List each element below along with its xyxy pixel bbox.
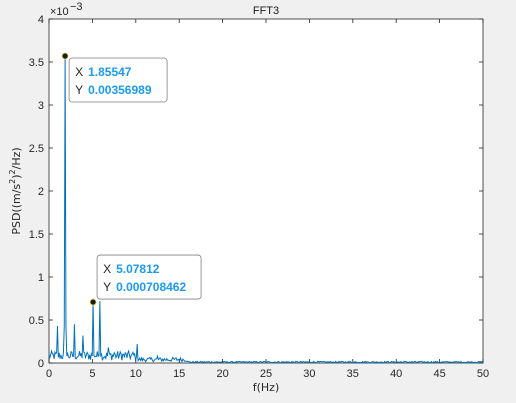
y-tick-label: 0.5 [29,315,44,327]
x-tick-label: 10 [130,368,142,380]
datatip-2[interactable]: X 5.07812 Y 0.000708462 [89,254,202,306]
datatip-x-key: X [103,262,111,276]
svg-text:×10: ×10 [50,6,69,18]
y-tick-label: 2.5 [29,143,44,155]
y-tick-label: 3.5 [29,57,44,69]
datatip-box [96,254,202,300]
y-axis-label: PSD((m/s2)2/Hz) [8,147,23,234]
x-tick-label: 50 [477,368,489,380]
datatip-marker[interactable] [61,52,69,60]
datatip-y-value: 0.00356989 [88,83,152,97]
y-tick-label: 3 [38,100,44,112]
svg-text:−3: −3 [70,1,83,13]
y-tick-label: 2 [38,186,44,198]
x-tick-label: 15 [173,368,185,380]
y-exponent-label: ×10 −3 [50,1,83,18]
x-tick-label: 45 [433,368,445,380]
y-tick-label: 1.5 [29,229,44,241]
x-tick-label: 35 [347,368,359,380]
x-tick-label: 30 [303,368,315,380]
x-tick-label: 20 [216,368,228,380]
psd-series-line [48,55,484,364]
datatip-box [68,57,168,103]
datatip-x-value: 5.07812 [116,262,160,276]
x-tick-label: 0 [46,368,52,380]
x-tick-label: 40 [390,368,402,380]
y-tick-label: 0 [38,358,44,370]
x-tick-label: 25 [260,368,272,380]
y-tick-label: 1 [38,272,44,284]
chart-title: FFT3 [253,5,279,17]
datatip-y-value: 0.000708462 [116,280,186,294]
datatip-x-value: 1.85547 [88,65,132,79]
x-axis-label: f(Hz) [253,381,280,394]
datatip-y-key: Y [103,280,111,294]
datatip-x-key: X [75,65,83,79]
datatip-1[interactable]: X 1.85547 Y 0.00356989 [61,52,168,103]
x-tick-label: 5 [89,368,95,380]
datatip-marker[interactable] [89,298,97,306]
y-tick-label: 4 [38,14,44,26]
datatip-y-key: Y [75,83,83,97]
